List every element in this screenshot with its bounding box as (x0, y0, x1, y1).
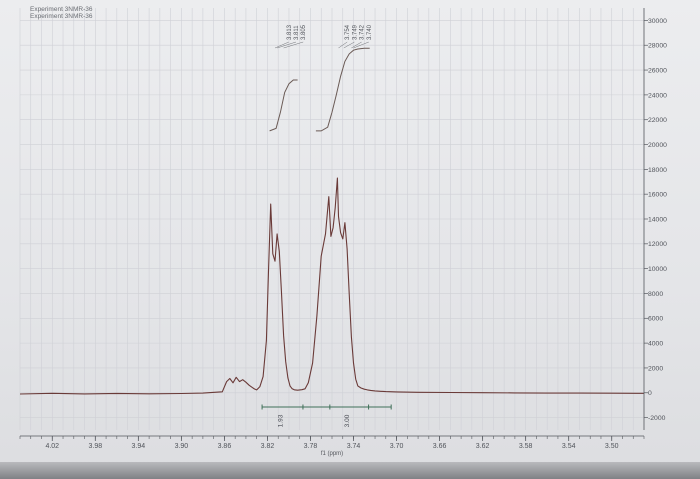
integral-bar: 1.93 3.00 (261, 404, 392, 427)
peak-label-leader (274, 41, 289, 49)
y-tick-label: 14000 (648, 216, 667, 223)
x-tick-label: 3.74 (347, 443, 361, 450)
x-tick-label: 3.66 (433, 443, 447, 450)
y-axis: 3000028000260002400022000200001800016000… (643, 8, 667, 430)
y-tick-label: 18000 (648, 167, 667, 174)
y-tick-label: 4000 (648, 341, 663, 348)
spectrum-line (19, 177, 645, 395)
peak-label: 3.740 (367, 24, 373, 40)
peak-label: 3.742 (360, 24, 366, 40)
peak-labels: 3.813 3.811 3.805 3.754 3.749 3.742 3.740 (274, 24, 373, 49)
peak-label: 3.805 (301, 24, 307, 40)
x-tick-label: 4.02 (45, 443, 59, 450)
y-tick-label: 26000 (648, 67, 667, 74)
experiment-label-1: Experiment 3NMR-36 (30, 6, 93, 13)
paper-edge-shadow (0, 462, 700, 479)
y-tick-label: 20000 (648, 142, 667, 149)
x-axis: 4.02 3.98 3.94 3.90 3.86 3.82 3.78 3.74 3.70 3.66… (19, 435, 645, 450)
peak-label-leader (351, 41, 362, 49)
x-tick-label: 3.54 (562, 443, 576, 450)
x-tick-label: 3.78 (304, 443, 318, 450)
peak-label: 3.754 (345, 24, 351, 40)
x-tick-label: 3.82 (261, 443, 275, 450)
x-tick-label: 3.98 (88, 443, 102, 450)
peak-label: 3.811 (294, 25, 300, 40)
peak-label: 3.749 (352, 24, 358, 40)
x-tick-label: 3.58 (519, 443, 533, 450)
y-tick-label: 30000 (648, 18, 667, 25)
y-tick-label: 8000 (648, 291, 663, 298)
peak-label-leader (343, 41, 355, 49)
spectrum-trace (19, 177, 645, 395)
integral-value: 1.93 (278, 414, 285, 427)
peak-label-leader (338, 41, 348, 49)
x-tick-label: 3.86 (218, 443, 232, 450)
y-tick-label: -2000 (648, 415, 666, 422)
peak-label-leader (277, 41, 297, 49)
y-tick-label: 12000 (648, 241, 667, 248)
grid (19, 8, 645, 430)
experiment-label-2: Experiment 3NMR-36 (30, 13, 93, 20)
peak-label-leader (283, 41, 304, 49)
x-tick-label: 3.50 (605, 443, 619, 450)
y-tick-label: 6000 (648, 316, 663, 323)
y-tick-label: 2000 (648, 365, 663, 372)
x-tick-label: 3.90 (175, 443, 189, 450)
x-axis-title: f1 (ppm) (321, 451, 343, 457)
peak-label: 3.813 (287, 24, 293, 40)
x-tick-label: 3.94 (132, 443, 146, 450)
x-tick-label: 3.70 (390, 443, 404, 450)
integral-curves (269, 47, 370, 132)
peak-label-leader (353, 41, 369, 49)
integral-curve (269, 79, 298, 132)
y-tick-label: 24000 (648, 92, 667, 99)
y-tick-label: 0 (648, 390, 652, 397)
y-tick-label: 28000 (648, 43, 667, 50)
y-tick-label: 16000 (648, 192, 667, 199)
y-tick-label: 10000 (648, 266, 667, 273)
integral-value: 3.00 (344, 414, 351, 427)
y-tick-label: 22000 (648, 117, 667, 124)
integral-curve (315, 47, 370, 132)
x-tick-label: 3.62 (476, 443, 490, 450)
